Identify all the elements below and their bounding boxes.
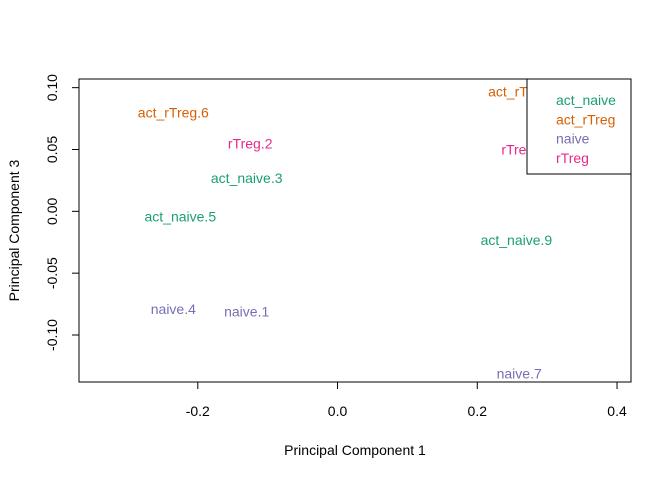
- point-label: naive.1: [224, 304, 269, 320]
- data-point-labels: act_rTreg.6 rTreg.2 act_naive.3 act_naive.5…: [138, 83, 553, 381]
- y-axis: -0.10 -0.05 0.00 0.05 0.10: [44, 74, 79, 351]
- y-tick-label: 0.05: [44, 136, 60, 163]
- x-axis: -0.2 0.0 0.2 0.4: [186, 382, 627, 419]
- point-label: act_rTreg.6: [138, 104, 209, 120]
- legend-entry: act_rTreg: [556, 111, 615, 127]
- x-axis-label: Principal Component 1: [284, 442, 426, 458]
- legend-entry: rTreg: [556, 150, 589, 166]
- x-tick-label: 0.4: [607, 403, 627, 419]
- y-axis-label: Principal Component 3: [6, 159, 22, 301]
- point-label: naive.4: [151, 301, 196, 317]
- x-tick-label: 0.2: [468, 403, 488, 419]
- point-label: rTreg.2: [228, 135, 273, 151]
- legend-entry: naive: [556, 131, 590, 147]
- x-tick-label: 0.0: [328, 403, 348, 419]
- legend-entry: act_naive: [556, 92, 616, 108]
- point-label: act_naive.5: [145, 208, 217, 224]
- y-tick-label: 0.00: [44, 197, 60, 224]
- x-tick-label: -0.2: [186, 403, 210, 419]
- y-tick-label: -0.10: [44, 319, 60, 351]
- point-label: act_naive.9: [481, 232, 553, 248]
- y-tick-label: -0.05: [44, 257, 60, 289]
- point-label: naive.7: [497, 365, 542, 381]
- y-tick-label: 0.10: [44, 74, 60, 101]
- point-label: act_naive.3: [211, 170, 283, 186]
